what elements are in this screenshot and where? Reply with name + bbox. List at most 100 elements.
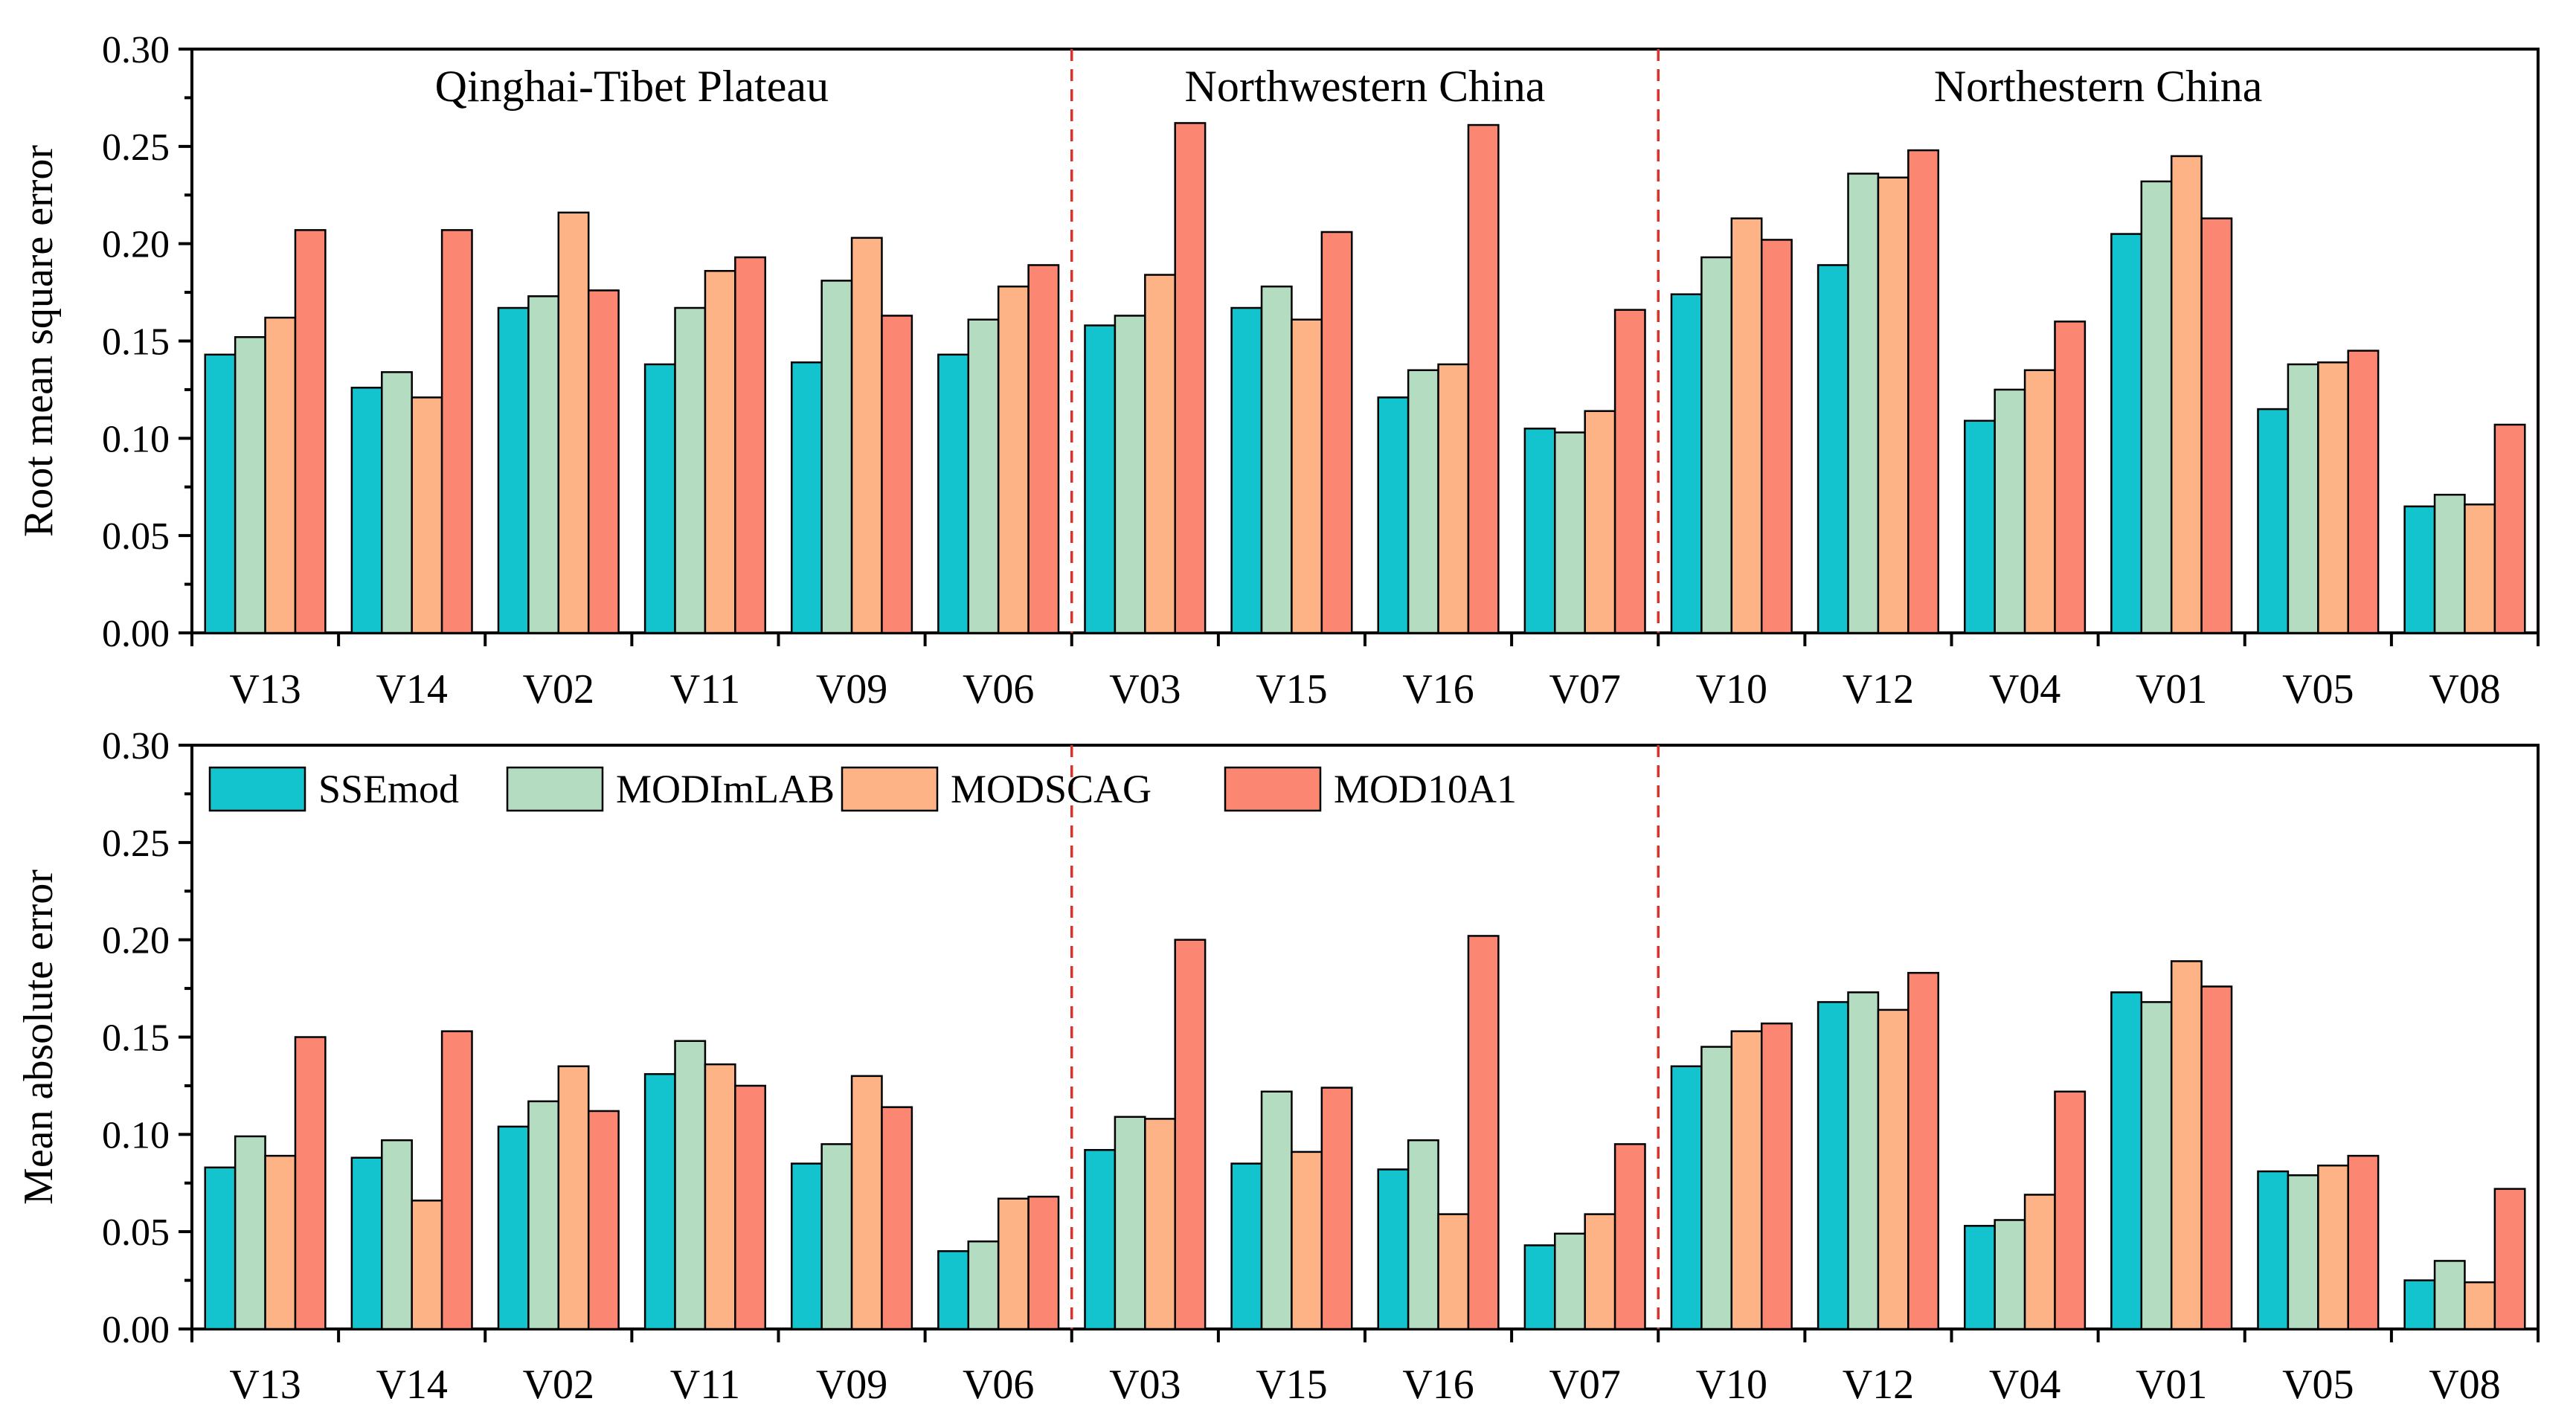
bar-mod10a1-v03 <box>1174 939 1207 1330</box>
bar-modscag-v12 <box>1877 176 1909 634</box>
bar-modimlab-v09 <box>820 280 853 634</box>
x-tick-label-v16: V16 <box>1402 1362 1474 1408</box>
x-tick-label-v05: V05 <box>2282 666 2354 712</box>
y-tick-label: 0.30 <box>102 725 170 767</box>
bar-modimlab-v09 <box>820 1143 853 1330</box>
x-tick-label-v07: V07 <box>1549 1362 1620 1408</box>
y-axis-title: Root mean square error <box>16 145 62 537</box>
x-tick-label-v02: V02 <box>523 1362 594 1408</box>
bar-modscag-v01 <box>2170 960 2203 1330</box>
bar-modscag-v11 <box>704 270 736 634</box>
x-tick-label-v13: V13 <box>229 666 301 712</box>
legend-swatch-mod10a1 <box>1224 766 1322 812</box>
legend-label-modscag: MODSCAG <box>951 767 1152 811</box>
bar-mod10a1-v14 <box>440 1030 473 1330</box>
bar-mod10a1-v07 <box>1613 1143 1646 1330</box>
bar-mod10a1-v01 <box>2200 217 2233 634</box>
bar-modscag-v15 <box>1291 318 1323 634</box>
y-tick-label: 0.00 <box>102 1309 170 1351</box>
bar-ssemod-v06 <box>937 353 970 634</box>
bar-ssemod-v14 <box>350 1156 383 1330</box>
bar-modimlab-v02 <box>527 295 560 634</box>
bar-modscag-v06 <box>997 1197 1030 1330</box>
bar-mod10a1-v15 <box>1320 231 1353 634</box>
bar-modscag-v05 <box>2317 361 2349 634</box>
y-tick-label: 0.20 <box>102 920 170 962</box>
bar-ssemod-v01 <box>2110 233 2143 634</box>
bar-modscag-v02 <box>557 211 590 634</box>
x-tick-label-v02: V02 <box>523 666 594 712</box>
x-tick-label-v01: V01 <box>2136 1362 2207 1408</box>
bar-modimlab-v16 <box>1407 1139 1439 1330</box>
bar-modimlab-v11 <box>674 306 707 634</box>
bar-ssemod-v09 <box>790 1162 823 1330</box>
bar-ssemod-v15 <box>1230 1162 1263 1330</box>
region-label: Qinghai-Tibet Plateau <box>435 62 829 111</box>
bar-modimlab-v05 <box>2287 1174 2319 1330</box>
bar-ssemod-v02 <box>497 306 530 634</box>
bar-mod10a1-v16 <box>1467 123 1500 634</box>
bar-modscag-v07 <box>1584 1213 1616 1330</box>
bar-mod10a1-v08 <box>2493 1188 2526 1330</box>
y-axis-title: Mean absolute error <box>16 869 62 1205</box>
bar-mod10a1-v14 <box>440 229 473 634</box>
bar-modimlab-v13 <box>234 1135 266 1330</box>
bar-modscag-v08 <box>2464 1281 2496 1330</box>
bar-mod10a1-v15 <box>1320 1087 1353 1330</box>
bar-modimlab-v10 <box>1700 1046 1733 1330</box>
bar-mod10a1-v02 <box>587 289 620 634</box>
bar-mod10a1-v05 <box>2347 1154 2380 1330</box>
bar-mod10a1-v05 <box>2347 350 2380 634</box>
bar-modscag-v08 <box>2464 503 2496 634</box>
x-tick-label-v10: V10 <box>1696 666 1767 712</box>
bar-modscag-v16 <box>1437 1213 1470 1330</box>
bar-modscag-v06 <box>997 285 1030 634</box>
bar-modscag-v03 <box>1144 274 1176 634</box>
region-label: Northestern China <box>1934 62 2263 111</box>
bar-modscag-v10 <box>1730 217 1763 634</box>
y-tick-label: 0.05 <box>102 515 170 558</box>
bar-mod10a1-v12 <box>1907 149 1940 634</box>
bar-mod10a1-v13 <box>294 229 327 634</box>
bar-ssemod-v03 <box>1084 1149 1117 1330</box>
bar-modscag-v12 <box>1877 1008 1909 1330</box>
bar-mod10a1-v10 <box>1760 1022 1793 1330</box>
bar-modimlab-v01 <box>2140 1001 2173 1330</box>
bar-modscag-v04 <box>2023 1194 2056 1330</box>
bar-ssemod-v11 <box>643 1072 676 1330</box>
x-tick-label-v09: V09 <box>816 666 887 712</box>
y-tick-label: 0.15 <box>102 321 170 364</box>
bar-modscag-v14 <box>411 1200 443 1330</box>
bar-modscag-v05 <box>2317 1164 2349 1330</box>
x-tick-label-v06: V06 <box>963 666 1034 712</box>
bar-mod10a1-v09 <box>881 1106 913 1330</box>
bar-mod10a1-v11 <box>734 256 767 634</box>
bar-mod10a1-v10 <box>1760 239 1793 634</box>
bar-ssemod-v07 <box>1523 428 1556 634</box>
bar-ssemod-v04 <box>1963 1225 1996 1330</box>
x-tick-label-v06: V06 <box>963 1362 1034 1408</box>
bar-ssemod-v07 <box>1523 1244 1556 1330</box>
bar-mod10a1-v06 <box>1027 1195 1060 1330</box>
bar-mod10a1-v04 <box>2054 1090 2087 1330</box>
bar-mod10a1-v11 <box>734 1084 767 1330</box>
bar-ssemod-v12 <box>1817 264 1849 634</box>
bar-modimlab-v03 <box>1114 315 1146 634</box>
mae-panel: 0.00 0.05 0.10 0.15 0.20 0.25 0.30 V13 V14 V02 V11… <box>16 725 2540 1408</box>
bar-modimlab-v08 <box>2433 493 2466 634</box>
bar-modimlab-v04 <box>1994 388 2026 634</box>
bar-modscag-v11 <box>704 1063 736 1330</box>
x-tick-label-v16: V16 <box>1402 666 1474 712</box>
bar-modscag-v07 <box>1584 410 1616 634</box>
legend-label-mod10a1: MOD10A1 <box>1334 767 1517 811</box>
bar-modscag-v15 <box>1291 1150 1323 1330</box>
bar-modimlab-v15 <box>1260 285 1293 634</box>
x-tick-label-v08: V08 <box>2429 1362 2500 1408</box>
bar-mod10a1-v09 <box>881 315 913 634</box>
bar-modimlab-v04 <box>1994 1219 2026 1330</box>
y-tick-label: 0.25 <box>102 823 170 865</box>
bar-modscag-v02 <box>557 1065 590 1330</box>
x-tick-label-v09: V09 <box>816 1362 887 1408</box>
x-tick-label-v04: V04 <box>1989 666 2061 712</box>
